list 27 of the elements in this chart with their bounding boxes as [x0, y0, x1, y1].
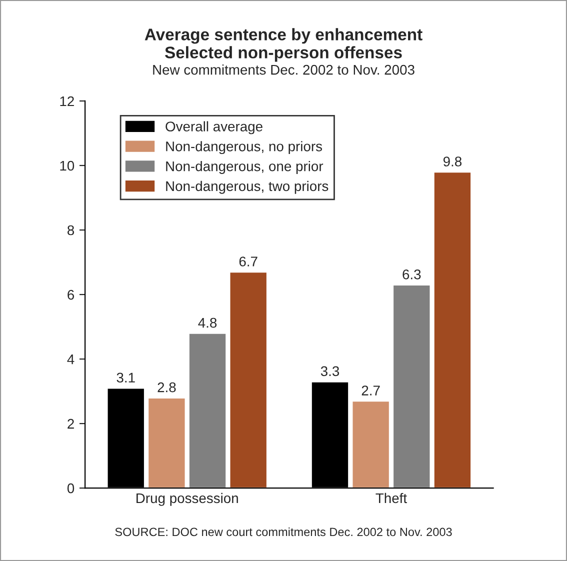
source-note: SOURCE: DOC new court commitments Dec. 2002 to Nov. 2003 [115, 527, 452, 536]
y-tick-label: 2 [68, 418, 74, 429]
data-label: 6.3 [402, 269, 421, 280]
y-tick-label: 0 [67, 483, 74, 494]
legend-label: Non-dangerous, two priors [166, 180, 328, 194]
data-label: 6.7 [239, 256, 258, 266]
x-tick-label: Drug possession [136, 492, 238, 506]
data-label: 9.8 [443, 156, 462, 166]
data-label: 3.1 [116, 372, 135, 383]
data-label: 3.3 [320, 366, 340, 376]
chart-title: Average sentence by enhancement Selected non-person offenses [144, 28, 422, 62]
y-tick-label: 4 [67, 354, 74, 364]
data-label: 2.7 [362, 386, 380, 396]
legend-label: Non-dangerous, no priors [166, 141, 322, 154]
bar [228, 271, 268, 488]
chart-subtitle: New commitments Dec. 2002 to Nov. 2003 [153, 64, 414, 75]
legend-label: Non-dangerous, one prior [166, 161, 324, 174]
y-tick-label: 12 [60, 96, 74, 106]
bar [432, 171, 472, 488]
x-tick-label: Theft [376, 492, 407, 504]
y-tick-label: 6 [68, 290, 74, 300]
y-tick-label: 10 [60, 160, 74, 171]
bar [188, 332, 227, 488]
y-tick-label: 8 [68, 225, 74, 236]
legend-label: Overall average [166, 121, 262, 134]
data-label: 2.8 [158, 382, 176, 392]
data-label: 4.8 [198, 318, 217, 328]
